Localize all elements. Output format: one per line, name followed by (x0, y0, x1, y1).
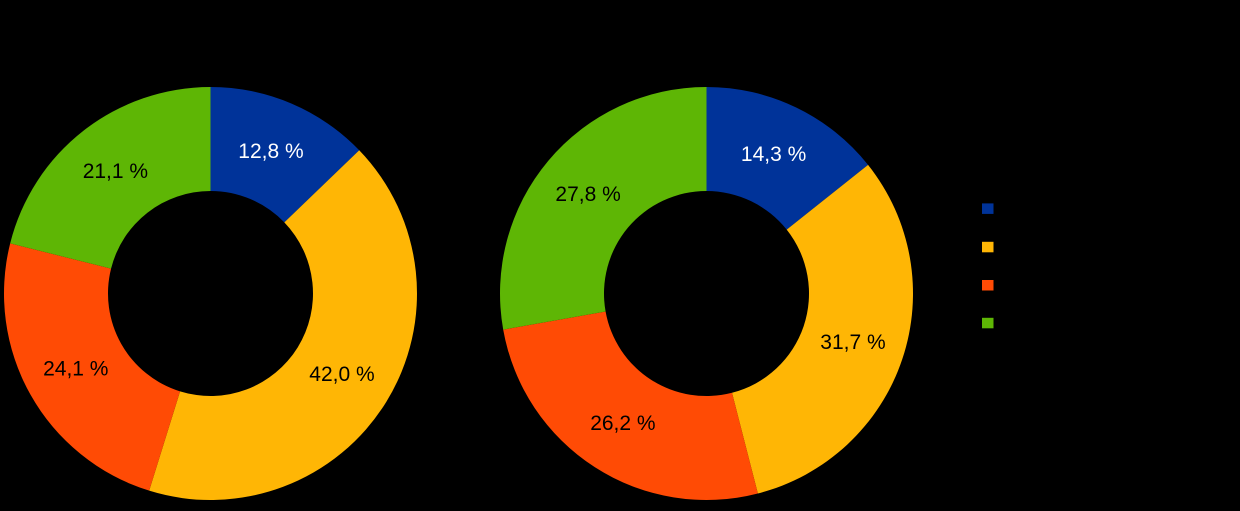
svg-text:21,1 %: 21,1 % (83, 160, 148, 183)
svg-text:26,2 %: 26,2 % (590, 412, 655, 435)
svg-text:14,3 %: 14,3 % (741, 143, 806, 166)
svg-text:27,8 %: 27,8 % (555, 183, 620, 206)
svg-text:31,7 %: 31,7 % (820, 331, 885, 354)
svg-text:24,1 %: 24,1 % (43, 358, 108, 381)
svg-text:42,0 %: 42,0 % (309, 363, 374, 386)
svg-text:12,8 %: 12,8 % (238, 140, 303, 163)
